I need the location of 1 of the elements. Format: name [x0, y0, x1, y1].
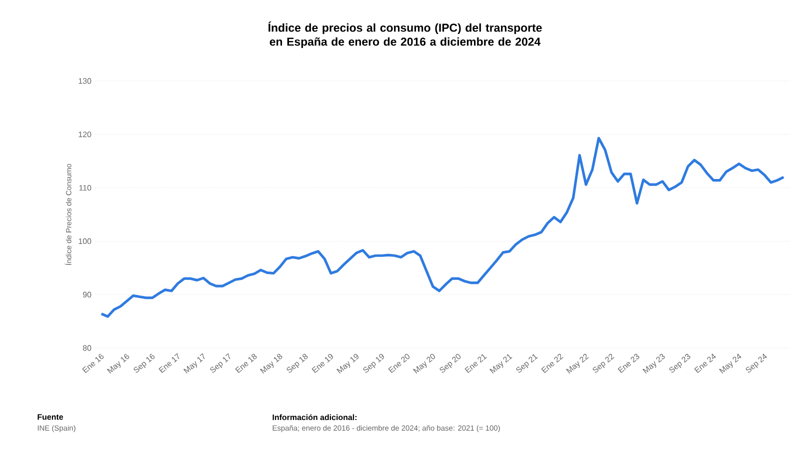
chart-title: Índice de precios al consumo (IPC) del transporte en España de enero de 2016 a diciembre de 2024 — [268, 22, 542, 48]
